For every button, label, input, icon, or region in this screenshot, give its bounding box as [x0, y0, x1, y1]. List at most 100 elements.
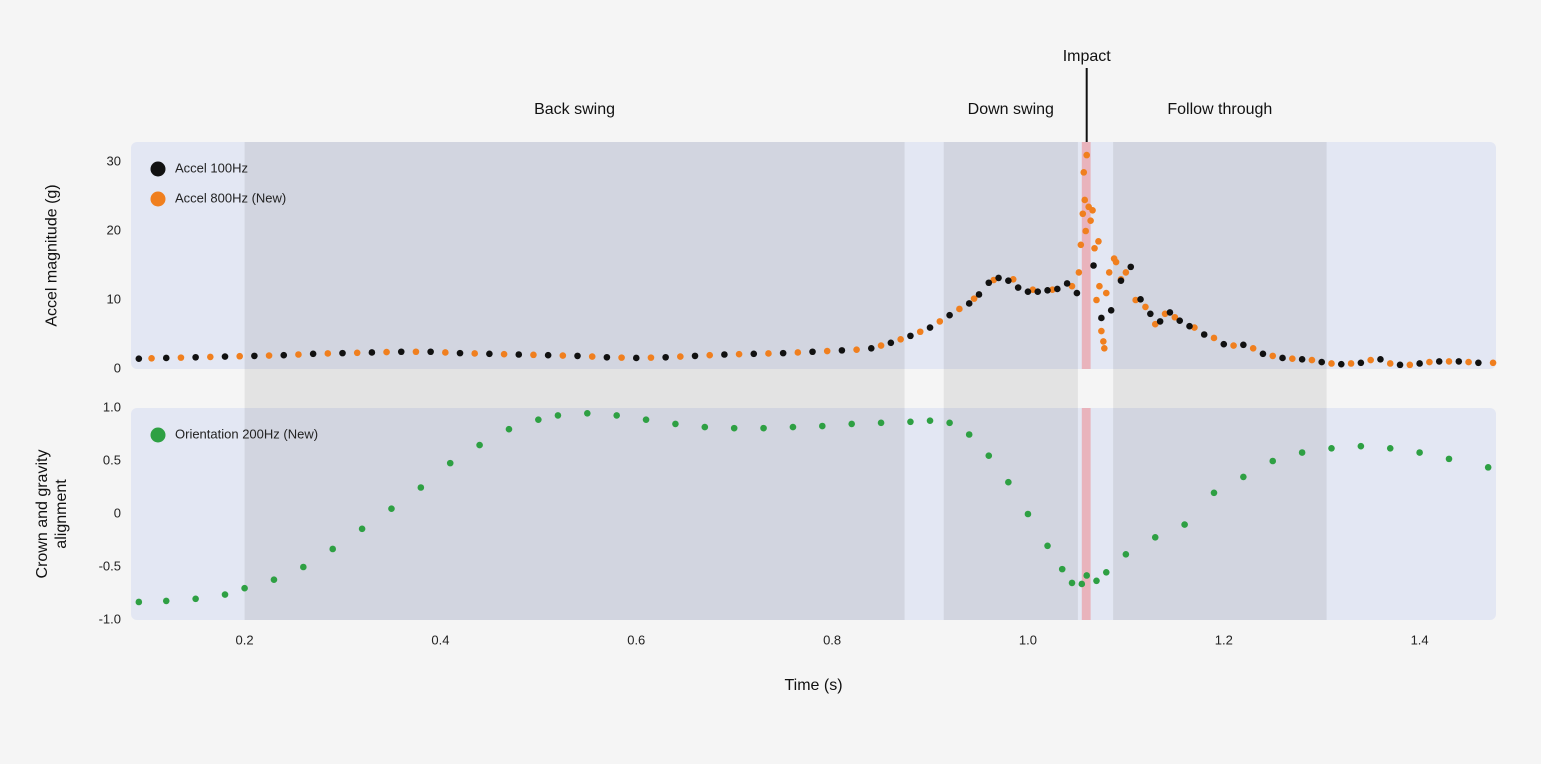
- y-tick-label: 0.5: [103, 452, 121, 467]
- data-point: [1102, 569, 1110, 576]
- data-point: [877, 342, 885, 349]
- data-point: [1377, 356, 1384, 363]
- data-point: [1249, 345, 1257, 352]
- data-point: [476, 441, 483, 449]
- data-point: [456, 349, 464, 357]
- data-point: [765, 350, 772, 357]
- data-point: [280, 351, 288, 359]
- data-point: [632, 354, 640, 362]
- data-point: [819, 422, 826, 430]
- data-point: [505, 425, 513, 433]
- y-tick-label: -1.0: [99, 611, 121, 626]
- data-point: [1475, 359, 1482, 367]
- data-point: [985, 279, 993, 287]
- data-point: [1127, 263, 1135, 271]
- data-point: [1132, 296, 1139, 304]
- data-point: [1014, 284, 1022, 291]
- data-point: [1171, 313, 1179, 321]
- phase-band: [943, 408, 1078, 620]
- data-point: [1181, 521, 1188, 528]
- data-point: [1406, 361, 1414, 369]
- legend-marker: [150, 191, 166, 207]
- impact-band: [1081, 142, 1091, 369]
- data-point: [887, 339, 895, 347]
- data-point: [618, 354, 625, 361]
- data-point: [148, 355, 155, 362]
- y-tick-label: -0.5: [99, 558, 121, 573]
- phase-label: Follow through: [1167, 101, 1272, 118]
- x-tick-label: 0.8: [823, 632, 841, 647]
- data-point: [877, 419, 885, 427]
- x-tick-label: 0.2: [236, 632, 254, 647]
- data-point: [946, 419, 953, 427]
- data-point: [1080, 169, 1088, 176]
- phase-band: [244, 408, 905, 620]
- data-point: [162, 597, 170, 605]
- data-point: [1075, 269, 1083, 276]
- data-point: [1176, 317, 1184, 325]
- legend-label: Orientation 200Hz (New): [175, 426, 318, 441]
- data-point: [192, 353, 199, 361]
- data-point: [1465, 358, 1472, 366]
- data-point: [135, 355, 143, 362]
- data-point: [358, 525, 366, 533]
- data-point: [1386, 444, 1394, 452]
- data-point: [1151, 320, 1159, 328]
- data-point: [603, 353, 611, 361]
- data-point: [662, 353, 669, 361]
- data-point: [613, 412, 620, 419]
- data-point: [162, 354, 170, 362]
- data-point: [1416, 360, 1423, 367]
- data-point: [1063, 280, 1071, 287]
- data-point: [1093, 296, 1100, 304]
- data-point: [701, 423, 709, 431]
- data-point: [1210, 334, 1218, 342]
- data-point: [412, 348, 420, 356]
- data-point: [1024, 288, 1032, 296]
- data-point: [647, 354, 655, 361]
- data-point: [1337, 360, 1345, 368]
- data-point: [554, 412, 562, 419]
- data-point: [236, 352, 243, 360]
- data-point: [1200, 331, 1208, 338]
- data-point: [1100, 338, 1107, 345]
- phase-band: [943, 142, 1078, 369]
- data-point: [916, 328, 924, 336]
- data-point: [192, 595, 199, 603]
- data-point: [515, 351, 523, 358]
- data-point: [760, 424, 767, 432]
- data-point: [926, 417, 934, 425]
- data-point: [1396, 361, 1404, 369]
- data-point: [177, 354, 185, 361]
- data-point: [1210, 489, 1218, 497]
- data-point: [1095, 238, 1102, 245]
- data-point: [975, 291, 983, 298]
- data-point: [1044, 287, 1051, 294]
- data-point: [446, 459, 454, 467]
- data-point: [339, 349, 346, 357]
- data-point: [794, 349, 802, 356]
- data-point: [1298, 449, 1306, 456]
- data-point: [1318, 358, 1326, 366]
- data-point: [530, 351, 537, 359]
- data-point: [1484, 464, 1492, 471]
- legend-label: Accel 100Hz: [175, 160, 248, 175]
- y-tick-label: 0: [114, 360, 121, 375]
- data-point: [1357, 359, 1365, 367]
- data-point: [907, 332, 914, 340]
- data-point: [1220, 340, 1228, 348]
- data-point: [779, 349, 787, 357]
- data-point: [1024, 510, 1032, 518]
- data-point: [1096, 282, 1103, 290]
- data-point: [1079, 210, 1087, 218]
- data-point: [1054, 285, 1061, 293]
- data-point: [1083, 572, 1090, 579]
- data-point: [897, 336, 904, 343]
- phase-label: Back swing: [534, 101, 615, 118]
- data-point: [1091, 244, 1098, 252]
- data-point: [544, 351, 552, 359]
- phase-gap-band: [244, 369, 905, 408]
- y-tick-label: 30: [107, 153, 121, 168]
- data-point: [1279, 354, 1286, 362]
